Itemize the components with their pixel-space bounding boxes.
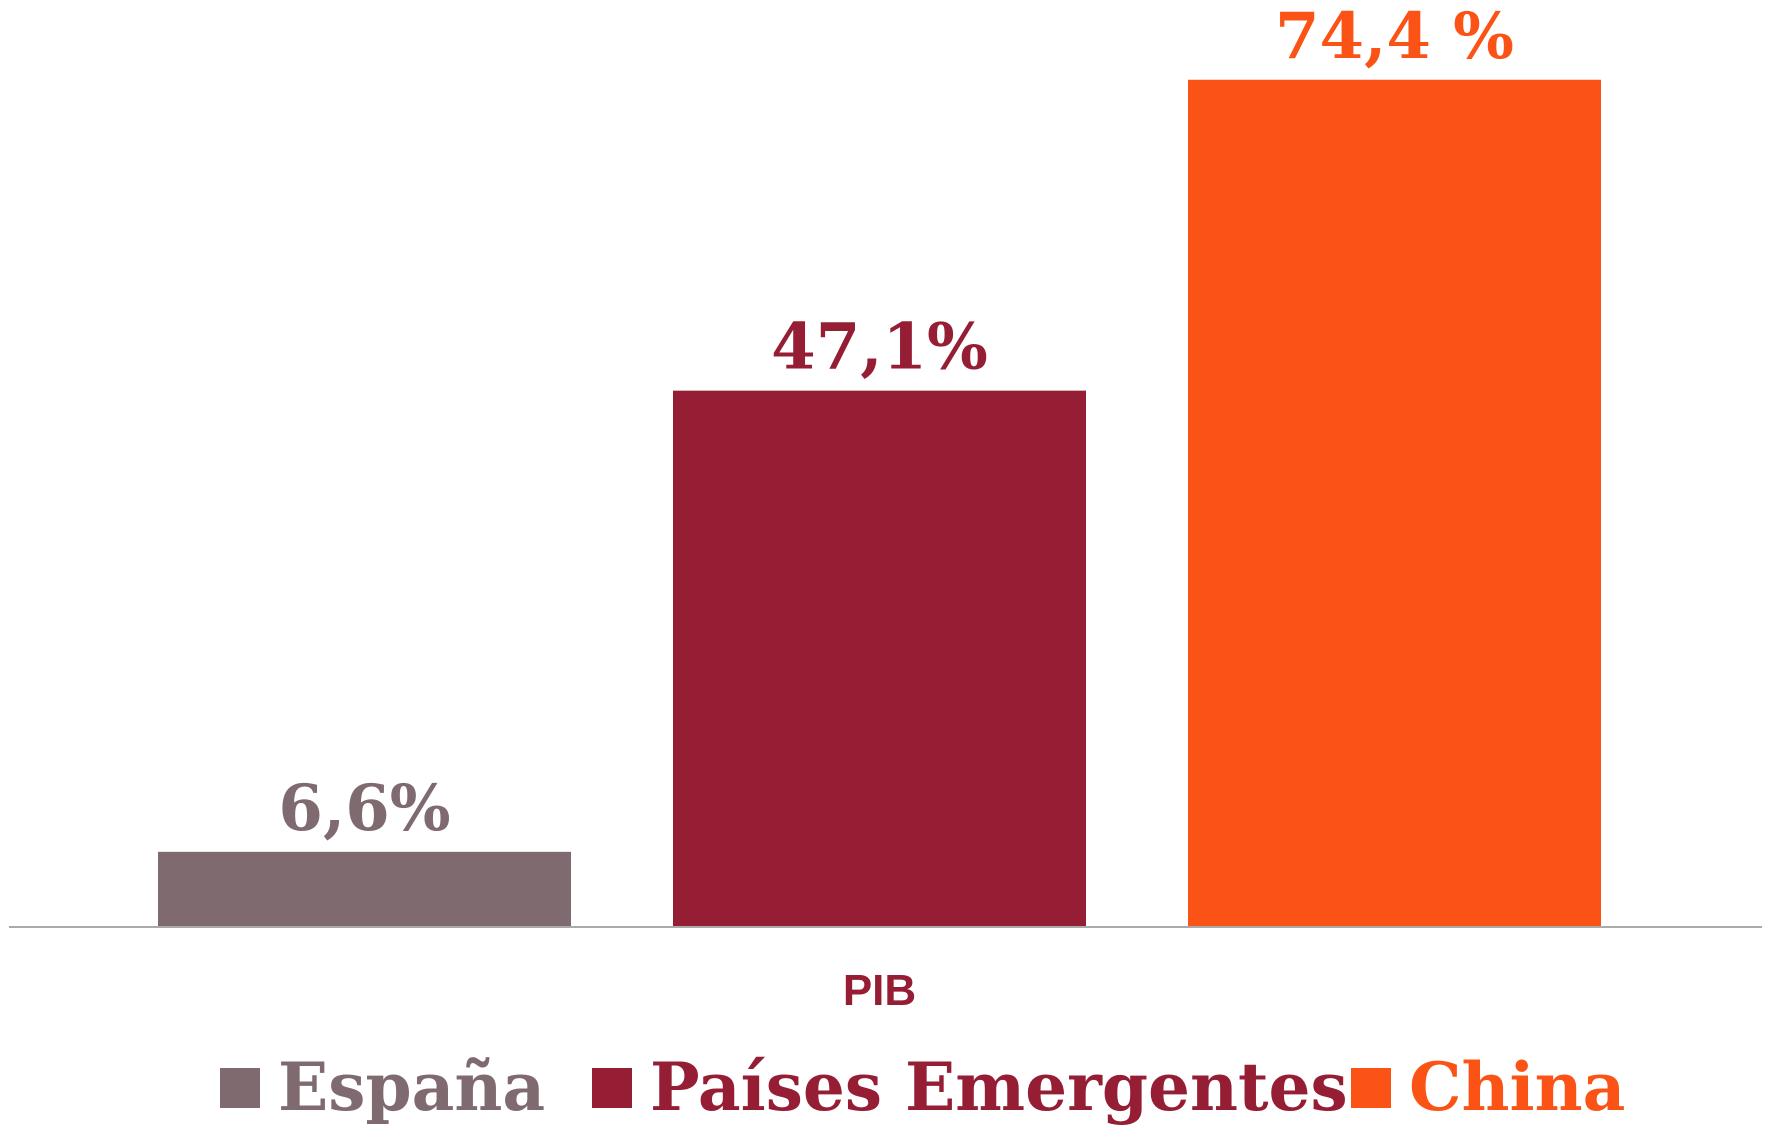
value-label: 6,6% xyxy=(278,771,450,846)
legend-swatch xyxy=(592,1068,632,1108)
bar xyxy=(158,851,571,927)
x-tick-label: PIB xyxy=(843,966,916,1015)
legend-swatch xyxy=(220,1068,260,1108)
bar xyxy=(673,390,1086,927)
bar xyxy=(1188,79,1601,927)
legend-label: España xyxy=(278,1048,545,1126)
legend-swatch xyxy=(1351,1068,1391,1108)
legend-label: Países Emergentes xyxy=(650,1048,1348,1126)
value-label: 47,1% xyxy=(771,310,988,385)
value-label: 74,4 % xyxy=(1275,0,1514,74)
legend-label: China xyxy=(1409,1048,1625,1126)
